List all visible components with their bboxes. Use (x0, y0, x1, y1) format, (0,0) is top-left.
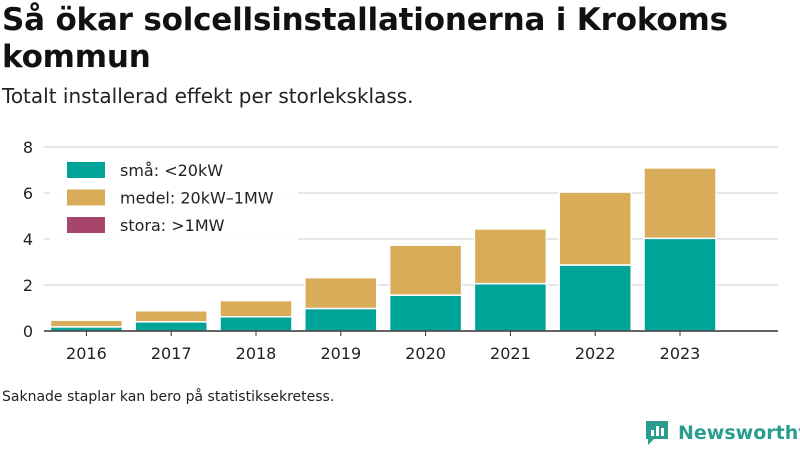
newsworthy-logo-icon (646, 421, 668, 445)
bar-segment-2020-series-0 (388, 294, 463, 332)
legend-label: stora: >1MW (120, 216, 225, 235)
legend-swatch (67, 189, 105, 206)
bar-segment-2021-series-0 (473, 282, 548, 332)
bar-segment-2018-series-1 (219, 299, 293, 318)
bar-segment-2023-series-1 (643, 167, 717, 240)
x-tick-label: 2017 (151, 344, 192, 363)
x-tick-label: 2023 (660, 344, 701, 363)
brand-logo: Newsworthy (644, 419, 800, 447)
x-tick-label: 2022 (575, 344, 616, 363)
bar-segment-2018-series-0 (219, 315, 293, 332)
y-tick-label: 8 (23, 138, 33, 157)
x-tick-label: 2021 (490, 344, 531, 363)
bar-segment-2019-series-0 (304, 307, 378, 332)
legend-swatch (67, 217, 105, 233)
x-tick-label: 2019 (320, 344, 361, 363)
y-tick-label: 6 (23, 184, 33, 203)
bars (49, 167, 717, 332)
y-tick-label: 2 (23, 276, 33, 295)
bar-segment-2019-series-1 (304, 276, 378, 310)
chart-subtitle: Totalt installerad effekt per storlekskl… (2, 84, 414, 108)
bar-segment-2017-series-0 (134, 321, 208, 332)
bar-segment-2022-series-1 (558, 191, 632, 266)
x-tick-label: 2018 (236, 344, 277, 363)
y-tick-label: 4 (23, 230, 33, 249)
bar-chart: 0 2 4 6 8 2016 2017 2018 2019 2020 2021 2022 2023 sm… (23, 138, 778, 363)
axes: 0 2 4 6 8 2016 2017 2018 2019 2020 2021 2022 2023 (23, 138, 778, 363)
chart-title: Så ökar solcellsinstallationerna i Kroko… (2, 2, 728, 75)
legend-label: små: <20kW (120, 161, 223, 180)
legend-label: medel: 20kW–1MW (120, 189, 274, 208)
bar-segment-2020-series-1 (388, 244, 463, 296)
bar-segment-2023-series-0 (643, 237, 717, 332)
bar-segment-2021-series-1 (473, 228, 548, 285)
legend-swatch (67, 162, 105, 178)
bar-segment-2016-series-1 (49, 319, 124, 328)
bar-segment-2017-series-1 (134, 310, 208, 323)
x-tick-label: 2016 (66, 344, 107, 363)
legend: små: <20kW medel: 20kW–1MW stora: >1MW (50, 152, 298, 240)
y-tick-label: 0 (23, 322, 33, 341)
bar-segment-2022-series-0 (558, 264, 632, 332)
brand-name: Newsworthy (678, 422, 800, 444)
footnote: Saknade staplar kan bero på statistiksek… (2, 389, 335, 405)
x-tick-label: 2020 (405, 344, 446, 363)
